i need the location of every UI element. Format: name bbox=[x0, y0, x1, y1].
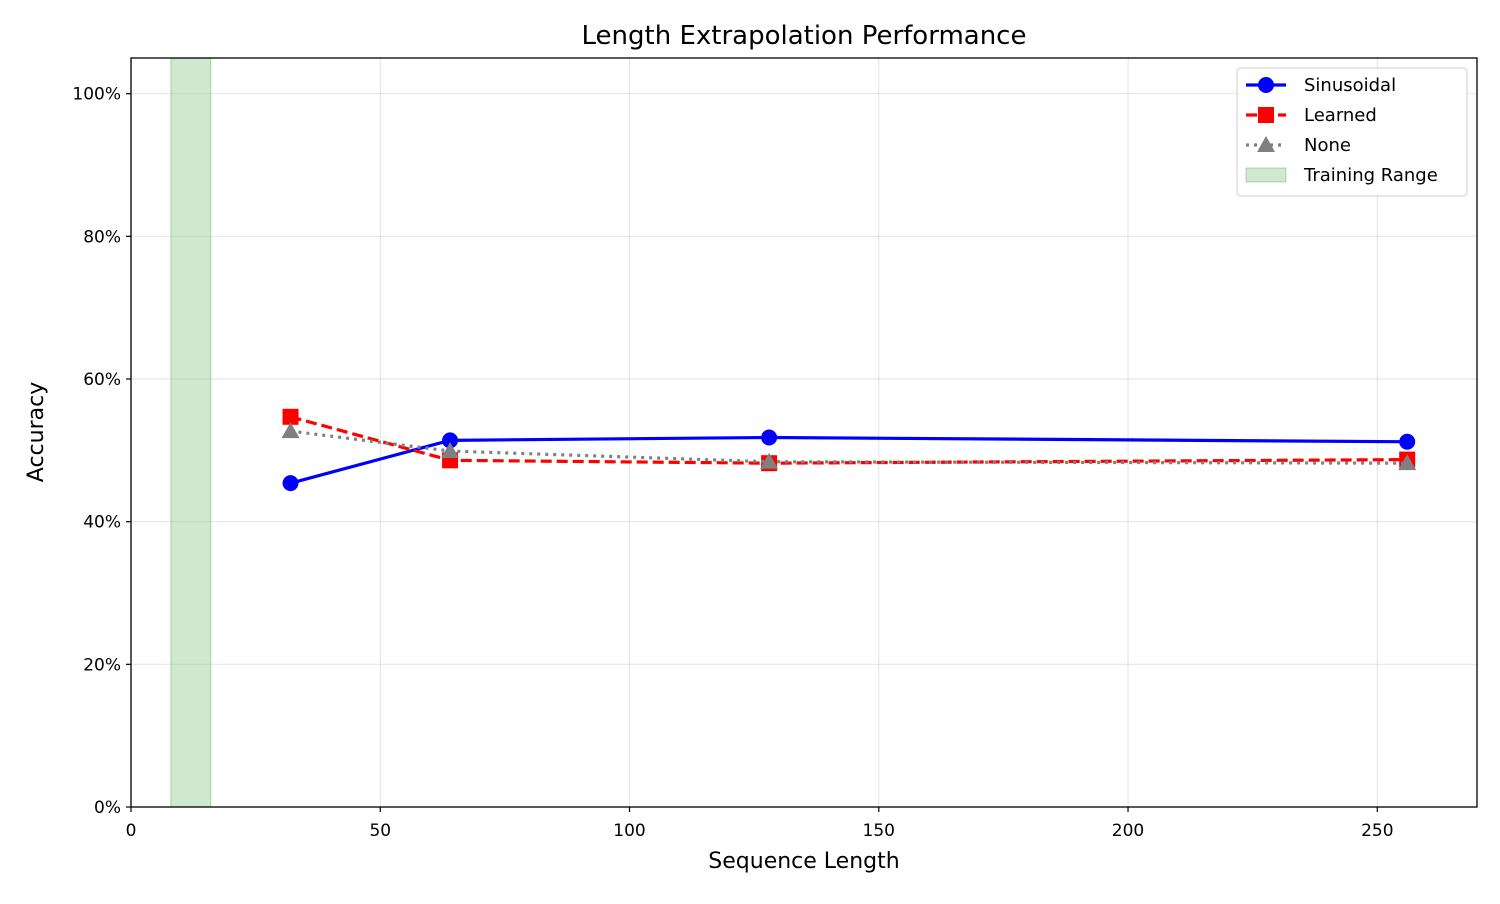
tick-layer: 0 50 100 150 200 250 0% 20% 40% 60% 80% 100% bbox=[72, 85, 1393, 841]
legend-item: Learned bbox=[1246, 105, 1377, 126]
x-tick-label: 100 bbox=[613, 821, 645, 841]
y-tick-label: 80% bbox=[83, 227, 121, 247]
training-range-band bbox=[170, 57, 212, 808]
training-range-layer bbox=[170, 57, 212, 808]
series-layer bbox=[281, 408, 1417, 492]
legend-item: Training Range bbox=[1245, 165, 1438, 186]
series-line bbox=[290, 435, 1408, 485]
x-tick-label: 150 bbox=[863, 821, 895, 841]
y-tick-label: 0% bbox=[94, 798, 121, 818]
chart-title: Length Extrapolation Performance bbox=[582, 21, 1027, 51]
y-axis-label: Accuracy bbox=[24, 382, 49, 482]
y-tick-label: 60% bbox=[83, 370, 121, 390]
legend-item: None bbox=[1246, 135, 1351, 156]
legend-marker bbox=[1257, 136, 1275, 152]
x-tick-label: 0 bbox=[126, 821, 137, 841]
legend-item: Sinusoidal bbox=[1246, 75, 1396, 96]
data-point bbox=[281, 422, 300, 439]
legend-swatch bbox=[1245, 167, 1287, 183]
legend-label: None bbox=[1304, 135, 1351, 156]
legend-label: Training Range bbox=[1303, 165, 1438, 186]
x-tick-label: 200 bbox=[1112, 821, 1144, 841]
legend-box bbox=[1236, 67, 1468, 197]
data-point bbox=[761, 429, 778, 446]
legend-label: Learned bbox=[1304, 105, 1377, 126]
y-tick-label: 100% bbox=[72, 85, 121, 105]
x-axis-label: Sequence Length bbox=[708, 849, 899, 874]
series-sinusoidal bbox=[282, 429, 1416, 492]
data-point bbox=[1399, 433, 1416, 450]
x-tick-label: 50 bbox=[369, 821, 391, 841]
series-none bbox=[281, 422, 1417, 471]
series-line bbox=[290, 429, 1408, 465]
y-tick-label: 40% bbox=[83, 513, 121, 533]
y-tick-label: 20% bbox=[83, 655, 121, 675]
legend-marker bbox=[1258, 107, 1274, 123]
data-point bbox=[282, 408, 299, 425]
data-point bbox=[442, 432, 459, 449]
series-line bbox=[290, 415, 1408, 465]
data-point bbox=[282, 475, 299, 492]
legend-marker bbox=[1258, 77, 1274, 93]
data-point bbox=[1398, 454, 1417, 471]
data-point bbox=[441, 442, 460, 459]
plot-frame bbox=[130, 57, 1478, 808]
x-tick-label: 250 bbox=[1361, 821, 1393, 841]
legend-label: Sinusoidal bbox=[1304, 75, 1396, 96]
legend: Sinusoidal Learned None Training Range bbox=[1236, 67, 1468, 197]
data-point bbox=[760, 452, 779, 469]
